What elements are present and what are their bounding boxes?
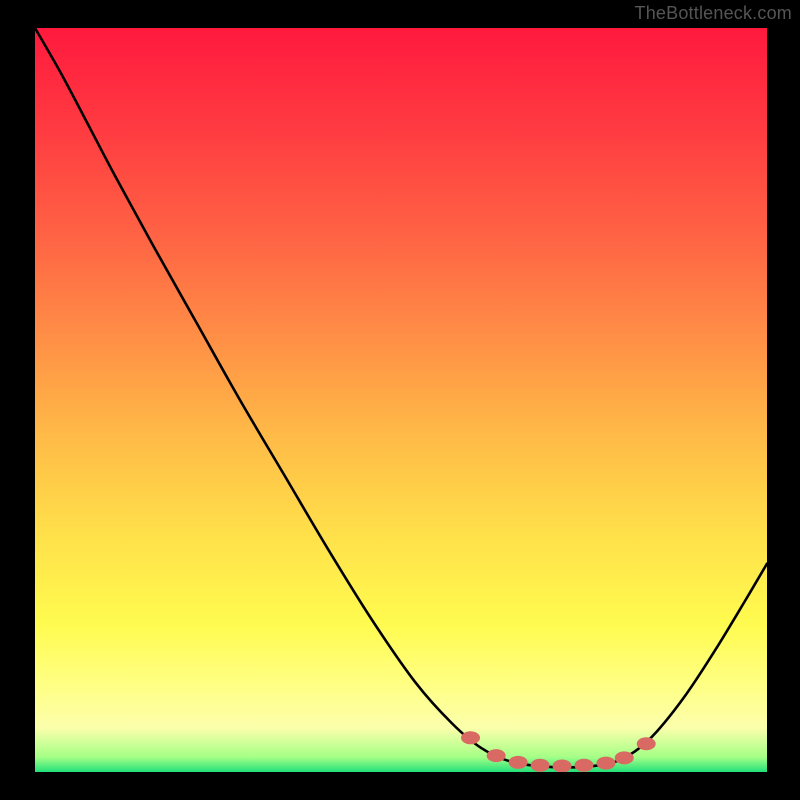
optimal-range-marker: [509, 756, 527, 768]
optimal-range-marker: [553, 760, 571, 772]
optimal-range-marker: [531, 759, 549, 771]
optimal-range-marker: [462, 732, 480, 744]
optimal-range-marker: [575, 759, 593, 771]
optimal-range-marker: [615, 752, 633, 764]
optimal-range-marker: [487, 750, 505, 762]
optimal-range-marker: [597, 757, 615, 769]
optimal-range-marker: [637, 738, 655, 750]
bottleneck-curve-chart: [35, 28, 767, 772]
plot-background: [35, 28, 767, 772]
chart-frame: TheBottleneck.com: [0, 0, 800, 800]
attribution-text: TheBottleneck.com: [635, 3, 792, 24]
